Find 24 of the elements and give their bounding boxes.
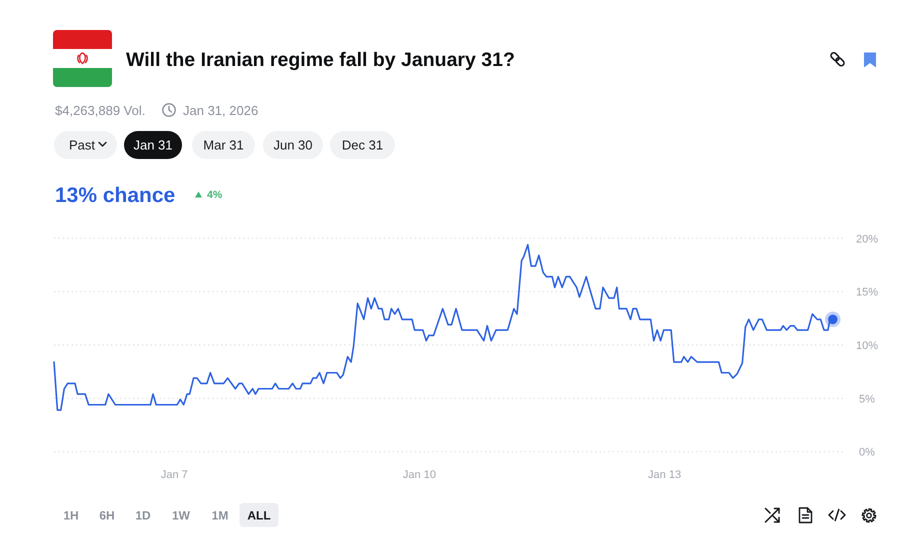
text: ALL: [247, 508, 271, 522]
x-tick-label: Jan 13: [648, 469, 682, 481]
text: 1W: [172, 508, 191, 522]
text: Jan 31, 2026: [183, 103, 258, 118]
y-tick-label: 15%: [856, 286, 878, 299]
chart-subtitle: 13% chance: [55, 184, 176, 207]
text: 1M: [212, 508, 228, 522]
text: $4,263,889 Vol.: [55, 103, 146, 118]
y-tick-label: 5%: [859, 393, 876, 406]
y-tick-label: 0%: [859, 446, 876, 459]
text: 1D: [135, 508, 151, 522]
button: Jun 30: [263, 131, 323, 159]
button: Past: [54, 131, 117, 159]
chart-title: Will the Iranian regime fall by January 31?: [126, 49, 515, 71]
x-tick-label: Jan 7: [160, 469, 188, 481]
button: Jan 31: [124, 131, 182, 159]
y-tick-label: 20%: [856, 233, 878, 246]
button: Mar 31: [192, 131, 255, 159]
text: 1H: [63, 508, 79, 522]
x-tick-label: Jan 10: [402, 469, 436, 481]
button: Dec 31: [330, 131, 395, 159]
y-tick-label: 10%: [856, 340, 878, 352]
text: 6H: [99, 508, 115, 522]
text: 4%: [207, 189, 223, 201]
